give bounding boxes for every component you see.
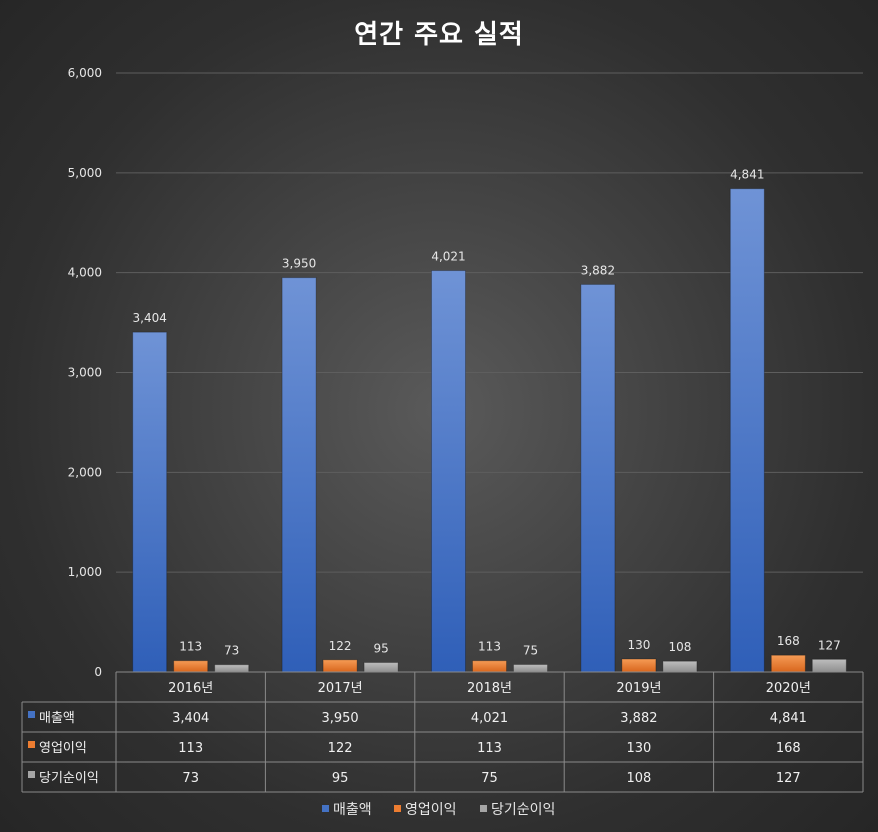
data-label: 75 [523,644,538,658]
table-series-name: 영업이익 [39,741,87,756]
y-tick-label: 3,000 [68,366,102,380]
y-tick-label: 0 [94,665,102,679]
bar-2-4 [811,658,847,673]
data-label: 3,950 [282,257,316,271]
bar-1-2 [472,660,507,673]
bar-1-3 [621,658,657,673]
data-label: 73 [224,644,239,658]
data-label: 122 [329,639,352,653]
bar-1-0 [173,660,209,673]
bar-1-4 [770,654,806,673]
legend-label: 영업이익 [405,802,457,818]
bar-0-2 [431,270,466,673]
data-label: 168 [777,634,800,648]
data-label: 108 [668,640,691,654]
bar-0-0 [132,331,168,673]
bar-1-1 [322,659,358,673]
chart-title: 연간 주요 실적 [354,20,524,50]
table-series-name: 매출액 [39,711,75,726]
data-label: 4,841 [730,168,764,182]
table-cell: 130 [626,741,651,756]
bar-2-0 [214,664,250,673]
y-tick-label: 2,000 [68,465,102,479]
table-cell: 127 [776,771,801,786]
table-header: 2019년 [616,681,661,696]
data-label: 3,882 [581,263,615,277]
table-cell: 168 [776,741,801,756]
y-tick-label: 6,000 [68,66,102,80]
table-cell: 113 [178,741,203,756]
table-legend-key [28,771,35,778]
table-cell: 122 [328,741,353,756]
table-cell: 108 [626,771,651,786]
data-label: 130 [627,638,650,652]
table-header: 2016년 [168,681,213,696]
table-cell: 113 [477,741,502,756]
legend-key [322,805,329,812]
data-label: 95 [373,642,388,656]
y-tick-label: 5,000 [68,166,102,180]
table-cell: 4,021 [471,711,508,726]
y-tick-label: 1,000 [68,565,102,579]
table-cell: 73 [182,771,199,786]
data-label: 113 [179,640,202,654]
bar-0-3 [580,283,616,673]
data-label: 3,404 [133,311,167,325]
table-cell: 95 [332,771,349,786]
table-cell: 4,841 [770,711,807,726]
table-legend-key [28,711,35,718]
table-header: 2018년 [467,681,512,696]
bar-2-3 [662,660,698,673]
bar-0-4 [729,188,765,673]
bar-0-1 [281,277,317,673]
data-label: 127 [818,638,841,652]
table-cell: 3,404 [172,711,209,726]
legend-key [480,805,487,812]
table-series-name: 당기순이익 [39,771,99,786]
data-label: 113 [478,640,501,654]
bar-2-2 [513,664,548,673]
bar-2-1 [363,662,399,673]
table-cell: 75 [481,771,498,786]
table-header: 2017년 [318,681,363,696]
table-legend-key [28,741,35,748]
legend-key [394,805,401,812]
table-cell: 3,950 [321,711,358,726]
legend-label: 매출액 [333,802,372,818]
y-tick-label: 4,000 [68,266,102,280]
table-cell: 3,882 [620,711,657,726]
data-label: 4,021 [431,250,465,264]
table-header: 2020년 [766,681,811,696]
legend-label: 당기순이익 [491,802,555,818]
